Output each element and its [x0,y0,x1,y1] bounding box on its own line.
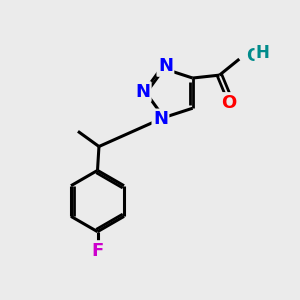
Text: N: N [153,110,168,128]
Text: O: O [221,94,236,112]
Text: N: N [135,83,150,101]
Text: H: H [255,44,269,62]
Text: O: O [246,46,260,64]
Text: N: N [158,57,173,75]
Text: F: F [92,242,104,260]
